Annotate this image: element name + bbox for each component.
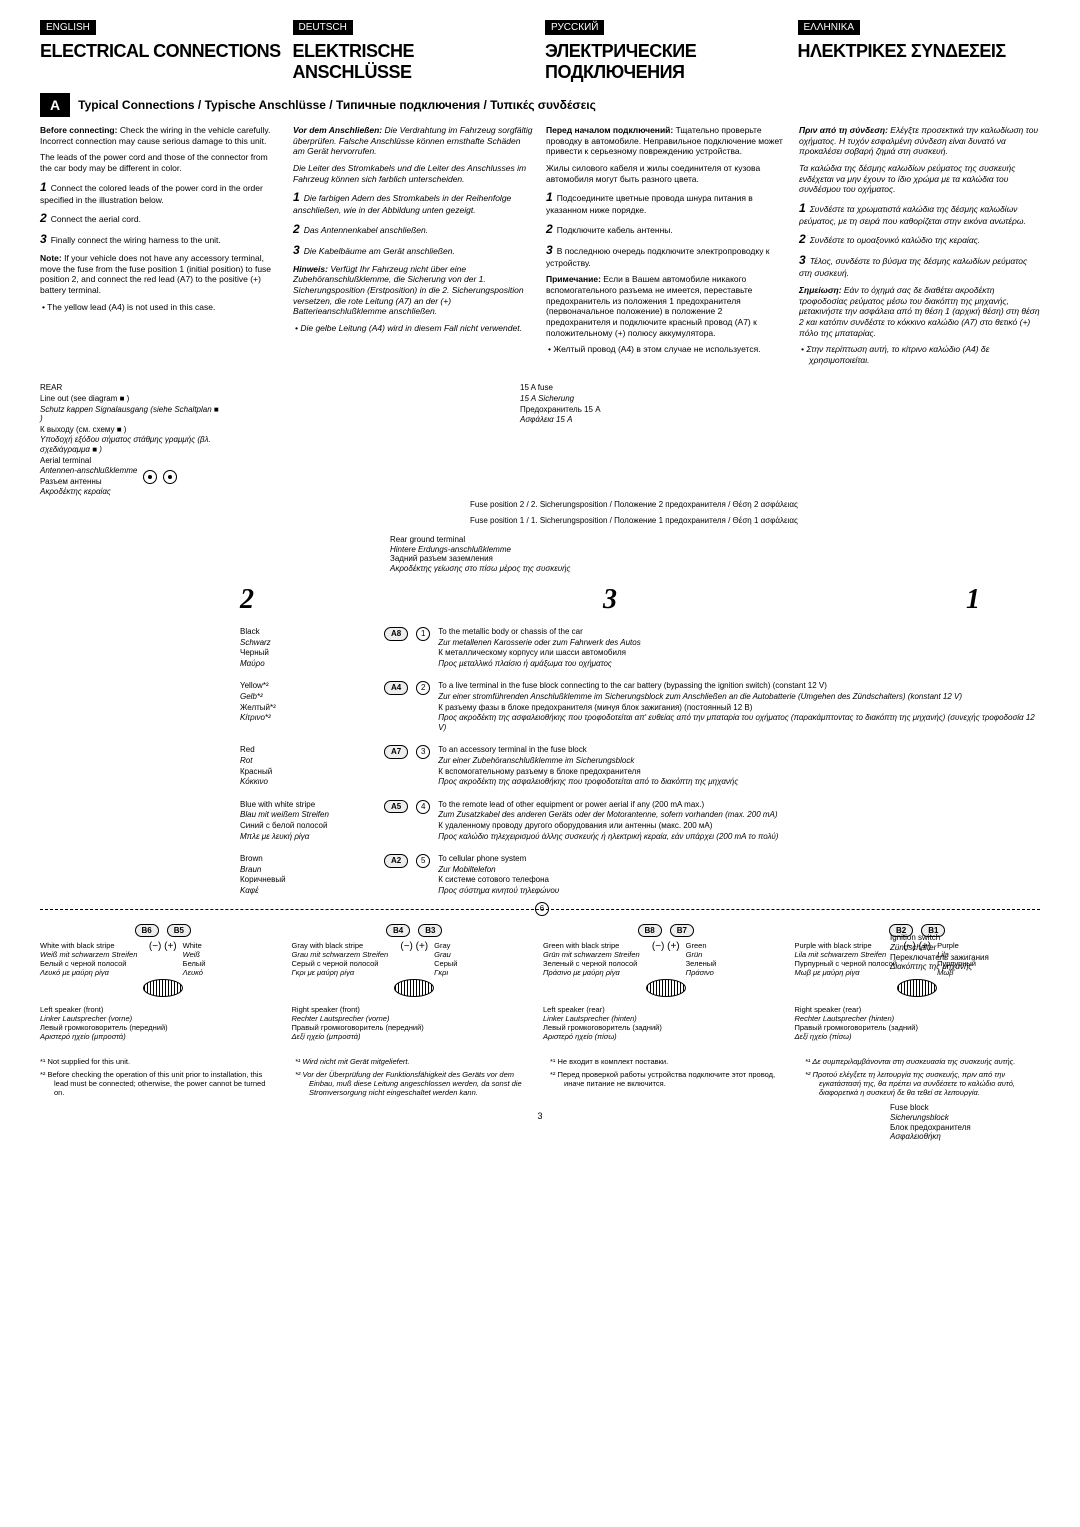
pin-a2: A2 [384,854,408,868]
note2-de: • Die gelbe Leitung (A4) wird in diesem … [293,323,534,334]
step1-el: Συνδέστε τα χρωματιστά καλώδια της δέσμη… [799,204,1026,226]
note-label-ru: Примечание: [546,274,601,284]
instruction-columns: Before connecting: Check the wiring in t… [40,125,1040,371]
fn-el-2: *² Προτού ελέγξετε τη λειτουργία της συσ… [805,1070,1040,1098]
speaker-icon [646,979,686,997]
step2-el: Συνδέστε το ομοαξονικό καλώδιο της κεραί… [810,235,980,245]
leads-de: Die Leiter des Stromkabels und die Leite… [293,163,534,184]
callout-1: 1 [966,583,980,617]
step3-el: Τέλος, συνδέστε το βύσμα της δέσμης καλω… [799,256,1027,278]
fn-en-2: *² Before checking the operation of this… [40,1070,275,1098]
title-en: ELECTRICAL CONNECTIONS [40,41,283,62]
title-el: ΗΛΕΚΤΡΙΚΕΣ ΣΥΝΔΕΣΕΙΣ [798,41,1041,62]
before-label-ru: Перед началом подключений: [546,125,673,135]
step1-en: Connect the colored leads of the power c… [40,183,263,205]
step2-en: Connect the aerial cord. [51,214,141,224]
pin-a8: A8 [384,627,408,641]
before-label-el: Πριν από τη σύνδεση: [799,125,888,135]
speaker-icon [143,979,183,997]
lang-label-el: ΕΛΛΗΝΙΚΑ [798,20,861,35]
ignition-switch-label: Ignition switch Zündschalter Переключате… [890,933,1030,971]
speaker-front-left: B6B5 White with black stripeWeiß mit sch… [40,924,286,1042]
fuse-block-label: Fuse block Sicherungsblock Блок предохра… [890,1103,1030,1141]
fuse-position-labels: Fuse position 2 / 2. Sicherungsposition … [470,500,1040,525]
section-title: Typical Connections / Typische Anschlüss… [78,98,596,112]
wire-connection-list: Black Schwarz Черный Μαύρο A81 To the me… [240,627,1040,896]
note2-ru: • Желтый провод (A4) в этом случае не ис… [546,344,787,355]
col-ru: Перед началом подключений: Тщательно про… [546,125,787,371]
leads-el: Τα καλώδια της δέσμης καλωδίων ρεύματος … [799,163,1040,195]
note-label-el: Σημείωση: [799,285,842,295]
speaker-icon [394,979,434,997]
fn-de-1: *¹ Wird nicht mit Gerät mitgeliefert. [295,1057,530,1066]
title-ru: ЭЛЕКТРИЧЕСКИЕ ПОДКЛЮЧЕНИЯ [545,41,788,83]
fn-de-2: *² Vor der Überprüfung der Funktionsfähi… [295,1070,530,1098]
speaker-front-right: B4B3 Gray with black stripeGrau mit schw… [292,924,538,1042]
order-6: 6 [535,902,549,916]
order-5: 5 [416,854,430,868]
callout-3: 3 [603,583,617,617]
wire-black: Black Schwarz Черный Μαύρο A81 To the me… [240,627,1040,669]
note-de: Verfügt Ihr Fahrzeug nicht über eine Zub… [293,264,524,317]
lang-label-en: ENGLISH [40,20,96,35]
step3-ru: В последнюю очередь подключите электропр… [546,246,770,268]
section-letter: A [40,93,70,117]
note-label-de: Hinweis: [293,264,328,274]
rca-jack-icon [143,470,157,484]
step2-ru: Подключите кабель антенны. [557,225,673,235]
note2-en: • The yellow lead (A4) is not used in th… [40,302,281,313]
pin-a5: A5 [384,800,408,814]
col-el: Πριν από τη σύνδεση: Ελέγξτε προσεκτικά … [799,125,1040,371]
col-en: Before connecting: Check the wiring in t… [40,125,281,371]
speaker-icon [897,979,937,997]
before-label-en: Before connecting: [40,125,117,135]
order-4: 4 [416,800,430,814]
before-label-de: Vor dem Anschließen: [293,125,382,135]
step1-de: Die farbigen Adern des Stromkabels in de… [293,193,511,215]
note-label-en: Note: [40,253,62,263]
footnotes: *¹ Not supplied for this unit. *² Before… [40,1057,1040,1101]
lang-label-de: DEUTSCH [293,20,353,35]
wiring-diagram: REAR Line out (see diagram ■ ) Schutz ka… [40,383,1040,1041]
rca-jack-icon [163,470,177,484]
step2-de: Das Antennenkabel anschließen. [304,225,428,235]
fn-ru-1: *¹ Не входит в комплект поставки. [550,1057,785,1066]
lang-label-ru: РУССКИЙ [545,20,604,35]
step1-ru: Подсоедините цветные провода шнура питан… [546,193,753,215]
speaker-rear-left: B8B7 Green with black stripeGrün mit sch… [543,924,789,1042]
wire-blue-white: Blue with white stripe Blau mit weißem S… [240,800,1040,842]
step3-en: Finally connect the wiring harness to th… [51,235,221,245]
order-3: 3 [416,745,430,759]
leads-en: The leads of the power cord and those of… [40,152,281,173]
order-2: 2 [416,681,430,695]
fuse-15a-label: 15 A fuse 15 A Sicherung Предохранитель … [520,383,601,500]
pin-a4: A4 [384,681,408,695]
title-de: ELEKTRISCHE ANSCHLÜSSE [293,41,536,83]
wire-red: Red Rot Красный Κόκκινο A73 To an access… [240,745,1040,787]
aerial-terminal-label: Aerial terminal Antennen-anschlußklemme … [40,456,220,499]
fn-ru-2: *² Перед проверкой работы устройства под… [550,1070,785,1089]
callout-2: 2 [240,583,254,617]
wire-yellow: Yellow*² Gelb*² Желтый*² Κίτρινο*² A42 T… [240,681,1040,733]
note2-el: • Στην περίπτωση αυτή, το κίτρινο καλώδι… [799,344,1040,365]
order-1: 1 [416,627,430,641]
step3-de: Die Kabelbäume am Gerät anschließen. [304,246,455,256]
pin-a7: A7 [384,745,408,759]
section-bar: A Typical Connections / Typische Anschlü… [40,93,1040,117]
fn-el-1: *¹ Δε συμπεριλαμβάνονται στη συσκευασία … [805,1057,1040,1066]
wire-brown: Brown Braun Коричневый Καφέ A25 To cellu… [240,854,1040,896]
rear-ground-label: Rear ground terminal Hintere Erdungs-ans… [390,535,1040,573]
col-de: Vor dem Anschließen: Die Verdrahtung im … [293,125,534,371]
language-header-row: ENGLISH ELECTRICAL CONNECTIONS DEUTSCH ELE… [40,20,1040,83]
fn-en-1: *¹ Not supplied for this unit. [40,1057,275,1066]
rear-lineout-label: REAR Line out (see diagram ■ ) Schutz ka… [40,383,220,454]
note-en: If your vehicle does not have any access… [40,253,271,295]
leads-ru: Жилы силового кабеля и жилы соединителя … [546,163,787,184]
